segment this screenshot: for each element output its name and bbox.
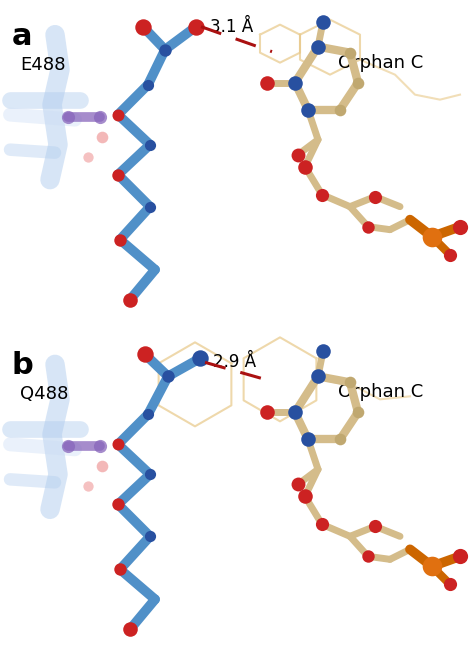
Point [84,481,92,491]
Text: b: b [12,351,34,380]
Point [98,461,106,472]
Text: Q488: Q488 [20,386,68,403]
Point [294,479,302,489]
Point [456,551,464,561]
Point [114,439,122,450]
Point [139,21,147,32]
Point [141,349,149,360]
Point [126,624,134,635]
Point [294,149,302,160]
Point [371,521,379,532]
Point [96,112,104,122]
Point [144,79,152,90]
Text: Orphan C: Orphan C [338,54,423,71]
Point [318,519,326,530]
Point [301,491,309,502]
Point [301,162,309,172]
Point [291,407,299,417]
Text: 2.9 Å: 2.9 Å [213,353,256,371]
Point [346,377,354,387]
Point [336,104,344,115]
Point [318,190,326,200]
Point [114,110,122,120]
Point [428,561,436,572]
Text: Orphan C: Orphan C [338,384,423,401]
Point [84,151,92,162]
Point [314,371,322,382]
Point [64,112,72,122]
Point [446,249,454,260]
Text: 3.1 Å: 3.1 Å [210,18,253,36]
Point [319,16,327,27]
Point [146,469,154,480]
Point [146,531,154,541]
Point [146,140,154,150]
Point [371,191,379,202]
Point [336,434,344,445]
Point [96,441,104,452]
Point [64,441,72,452]
Point [354,77,362,88]
Point [164,371,172,382]
Point [304,104,312,115]
Point [446,579,454,589]
Point [126,295,134,305]
Point [456,221,464,232]
Point [428,232,436,242]
Point [146,201,154,212]
Point [196,353,204,363]
Point [346,47,354,58]
Point [319,346,327,356]
Point [364,551,372,561]
Point [161,45,169,55]
Point [114,169,122,180]
Point [116,234,124,245]
Point [364,221,372,232]
Point [116,564,124,574]
Point [263,77,271,88]
Text: a: a [12,21,33,51]
Point [291,77,299,88]
Point [314,42,322,52]
Point [114,499,122,509]
Point [263,407,271,417]
Point [304,434,312,445]
Point [144,409,152,419]
Text: E488: E488 [20,56,65,73]
Point [354,407,362,417]
Point [98,132,106,142]
Point [192,21,200,32]
